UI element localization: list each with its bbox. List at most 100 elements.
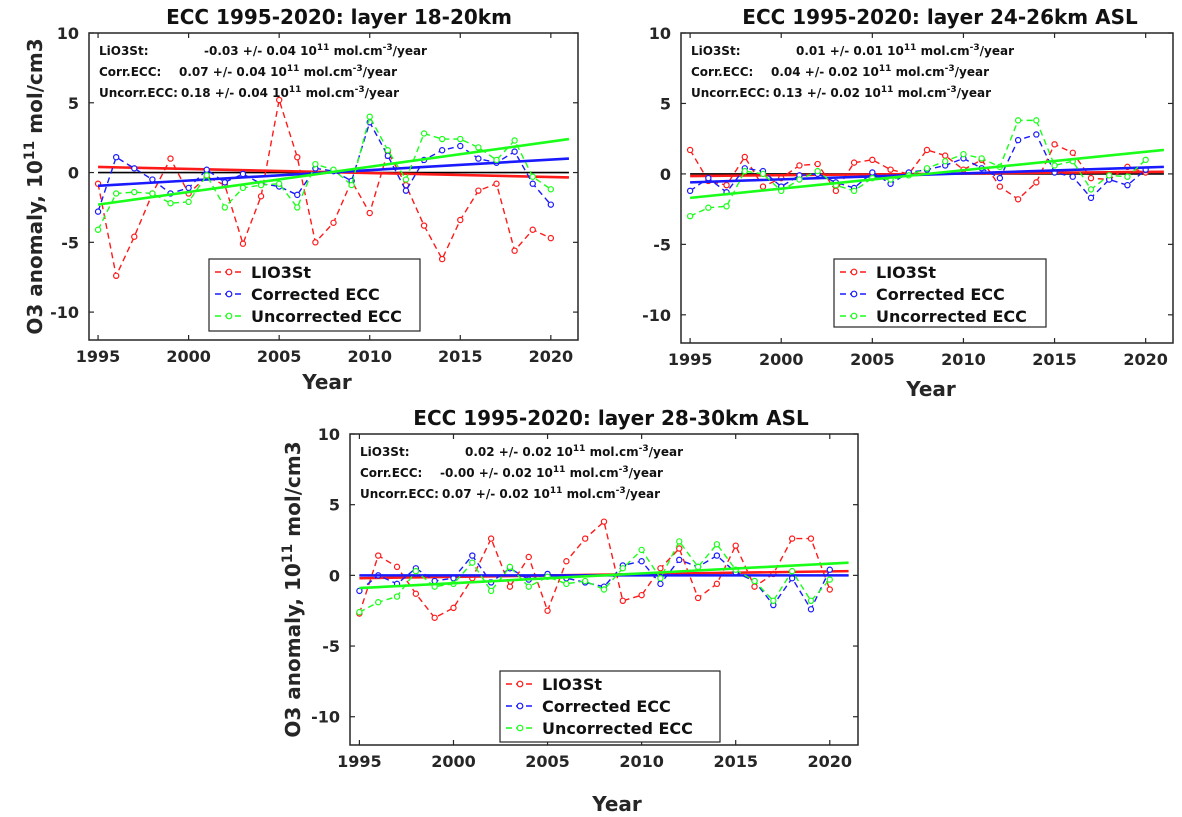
data-point-lio3st [1069, 149, 1076, 156]
data-point-lio3st [393, 563, 401, 571]
data-point-corrected-ecc [402, 187, 410, 194]
data-point-lio3st [366, 209, 373, 217]
data-point-lio3st [167, 155, 174, 162]
legend-box [833, 258, 1047, 328]
data-point-corrected-ecc [638, 558, 645, 565]
data-point-lio3st [131, 233, 138, 240]
data-point-lio3st [1087, 174, 1095, 182]
legend-entry-label: Corrected ECC [876, 285, 1005, 304]
data-point-corrected-ecc [529, 180, 536, 187]
chart-panel-3: ECC 1995-2020: layer 28-30km ASL 1995 2000… [280, 406, 859, 816]
data-point-uncorrected-ecc [221, 204, 229, 211]
data-point-lio3st [869, 156, 876, 164]
legend-swatch-marker [850, 312, 858, 320]
data-point-corrected-ecc [1033, 131, 1040, 138]
legend-swatch-marker [516, 724, 524, 732]
x-tick-label: 1995 [337, 752, 382, 771]
legend-swatch-marker [850, 268, 858, 276]
data-point-corrected-ecc [1124, 181, 1131, 189]
x-tick-label: 2000 [759, 350, 804, 369]
data-point-uncorrected-ecc [705, 204, 712, 211]
data-point-uncorrected-ecc [1124, 173, 1131, 180]
data-point-uncorrected-ecc [638, 546, 645, 554]
trend-annotation-value: -0.03 +/- 0.04 1011 mol.cm-3/year [204, 43, 427, 58]
x-tick-label: 2010 [347, 347, 392, 366]
data-point-uncorrected-ecc [294, 204, 301, 211]
x-tick-label: 2005 [850, 350, 895, 369]
data-point-uncorrected-ecc [393, 593, 401, 600]
trend-annotation-label: Corr.ECC: [99, 65, 161, 79]
data-point-uncorrected-ecc [814, 167, 821, 175]
data-point-corrected-ecc [1069, 173, 1076, 180]
data-point-uncorrected-ecc [923, 165, 931, 172]
data-point-uncorrected-ecc [600, 586, 608, 593]
chart-panel-2: ECC 1995-2020: layer 24-26km ASL 1995 2000… [642, 5, 1174, 401]
x-tick-label: 2000 [166, 347, 211, 366]
data-point-lio3st [887, 166, 894, 173]
y-tick-label: 10 [649, 24, 671, 43]
y-tick-label: 10 [318, 425, 340, 444]
data-point-uncorrected-ecc [493, 156, 500, 164]
data-point-lio3st [741, 153, 748, 161]
data-point-lio3st [657, 565, 664, 572]
data-point-uncorrected-ecc [506, 563, 514, 571]
trend-annotation-label: Corr.ECC: [691, 65, 753, 79]
data-point-corrected-ecc [1014, 136, 1022, 144]
trend-annotation-value: 0.13 +/- 0.02 1011 mol.cm-3/year [773, 85, 991, 100]
data-point-lio3st [420, 222, 428, 229]
y-tick-label: 5 [329, 496, 340, 515]
legend-swatch-marker [516, 702, 524, 710]
y-tick-label: -5 [653, 235, 671, 254]
data-point-uncorrected-ecc [1142, 156, 1149, 164]
data-point-uncorrected-ecc [807, 597, 815, 605]
trend-line-uncorrected-ecc [359, 561, 849, 590]
data-point-uncorrected-ecc [770, 597, 777, 605]
data-point-uncorrected-ecc [581, 577, 589, 585]
data-point-uncorrected-ecc [112, 190, 120, 197]
data-point-uncorrected-ecc [457, 135, 464, 143]
data-point-uncorrected-ecc [1014, 117, 1022, 124]
data-point-uncorrected-ecc [366, 113, 373, 120]
x-tick-label: 1995 [668, 350, 713, 369]
data-point-uncorrected-ecc [676, 538, 683, 545]
data-point-uncorrected-ecc [167, 200, 174, 207]
data-point-uncorrected-ecc [788, 567, 796, 575]
x-tick-label: 1995 [76, 347, 121, 366]
data-point-corrected-ecc [686, 187, 694, 195]
data-point-lio3st [1014, 196, 1022, 203]
data-point-uncorrected-ecc [420, 130, 428, 137]
y-tick-label: 5 [68, 94, 79, 113]
data-point-uncorrected-ecc [529, 173, 536, 180]
legend-box [499, 670, 721, 743]
data-point-lio3st [996, 183, 1004, 190]
x-tick-label: 2015 [1032, 350, 1077, 369]
data-point-uncorrected-ecc [563, 580, 570, 588]
data-point-corrected-ecc [475, 155, 482, 162]
data-point-uncorrected-ecc [759, 170, 767, 178]
data-point-uncorrected-ecc [686, 212, 694, 220]
data-point-corrected-ecc [185, 184, 192, 192]
data-point-corrected-ecc [1087, 194, 1095, 202]
data-point-lio3st [923, 146, 931, 154]
trend-annotation-label: LiO3St: [99, 44, 149, 58]
x-tick-label: 2015 [438, 347, 483, 366]
data-point-uncorrected-ecc [487, 587, 495, 595]
data-point-lio3st [751, 583, 758, 590]
data-point-lio3st [112, 272, 120, 280]
data-point-corrected-ecc [807, 606, 815, 613]
data-point-corrected-ecc [657, 580, 664, 588]
data-point-lio3st [759, 183, 767, 190]
data-point-corrected-ecc [676, 556, 683, 564]
data-point-uncorrected-ecc [826, 576, 833, 583]
series-line-lio3st [689, 143, 1146, 201]
data-point-uncorrected-ecc [960, 150, 967, 158]
data-point-lio3st [525, 553, 532, 561]
y-tick-label: -5 [61, 233, 79, 252]
x-tick-label: 2020 [808, 752, 853, 771]
legend-entry-label: Uncorrected ECC [251, 307, 402, 326]
trend-annotation-label: Uncorr.ECC: [360, 487, 439, 501]
data-point-lio3st [412, 590, 420, 597]
data-point-uncorrected-ecc [239, 184, 247, 192]
data-point-lio3st [807, 535, 815, 542]
series-line-lio3st [358, 520, 831, 619]
